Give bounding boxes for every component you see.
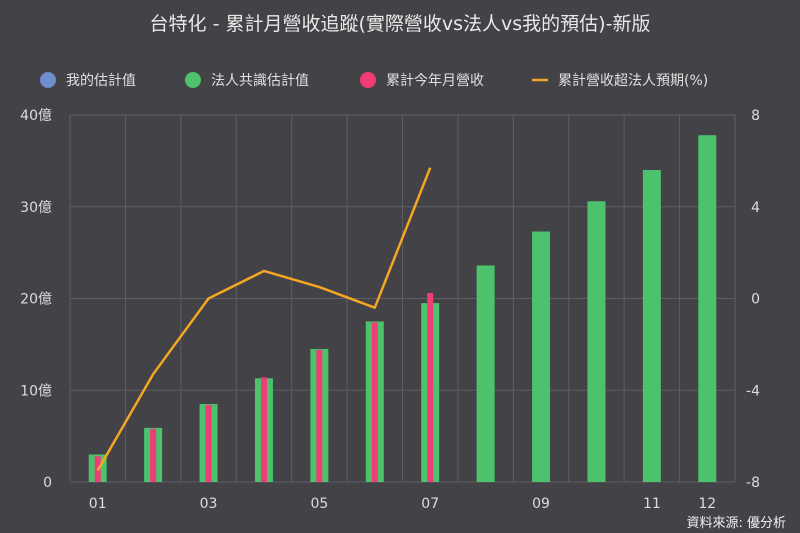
bar-actual	[371, 322, 378, 482]
bar-actual	[316, 349, 323, 482]
x-tick-label: 07	[421, 496, 439, 512]
y-left-tick-label: 10億	[20, 383, 52, 399]
x-tick-label: 11	[643, 496, 661, 512]
y-right-tick-label: -4	[746, 383, 760, 399]
legend-label: 法人共識估計值	[211, 73, 309, 89]
y-left-tick-label: 30億	[20, 200, 52, 216]
y-right-tick-label: 8	[751, 108, 760, 124]
legend-label: 我的估計值	[66, 73, 136, 89]
y-right-tick-label: 0	[751, 292, 760, 308]
x-tick-label: 09	[532, 496, 550, 512]
legend-label: 累計今年月營收	[386, 73, 484, 89]
chart-title: 台特化 - 累計月營收追蹤(實際營收vs法人vs我的預估)-新版	[150, 13, 651, 35]
y-right-tick-label: -8	[746, 475, 760, 491]
legend-swatch	[40, 72, 56, 88]
bar-consensus	[532, 231, 551, 482]
lines	[96, 167, 432, 472]
legend-label: 累計營收超法人預期(%)	[558, 73, 708, 89]
x-tick-label: 03	[200, 496, 218, 512]
y-right-tick-label: 4	[751, 200, 760, 216]
grid	[69, 114, 736, 483]
y-left-tick-label: 0	[43, 475, 52, 491]
bars	[88, 135, 717, 483]
bar-actual	[205, 404, 212, 482]
ticks: 0 10億 20億 30億 40億 -8 -4 0 4 8 01 03 05 07 09 11 12	[20, 108, 760, 512]
legend-swatch	[185, 72, 201, 88]
legend: 我的估計值 法人共識估計值 累計今年月營收 累計營收超法人預期(%)	[40, 72, 708, 89]
bar-actual	[150, 428, 157, 482]
bar-consensus	[698, 135, 717, 482]
x-tick-label: 01	[89, 496, 107, 512]
y-left-tick-label: 20億	[20, 292, 52, 308]
bar-consensus	[642, 170, 661, 483]
bar-actual	[260, 377, 267, 482]
x-tick-label: 12	[698, 496, 716, 512]
legend-swatch	[360, 72, 376, 88]
bar-actual	[427, 292, 434, 482]
x-tick-label: 05	[310, 496, 328, 512]
line-beat-consensus	[96, 167, 432, 472]
bar-consensus	[476, 265, 495, 482]
bar-consensus	[587, 201, 606, 482]
y-left-tick-label: 40億	[20, 108, 52, 124]
source-label: 資料來源: 優分析	[686, 516, 786, 531]
